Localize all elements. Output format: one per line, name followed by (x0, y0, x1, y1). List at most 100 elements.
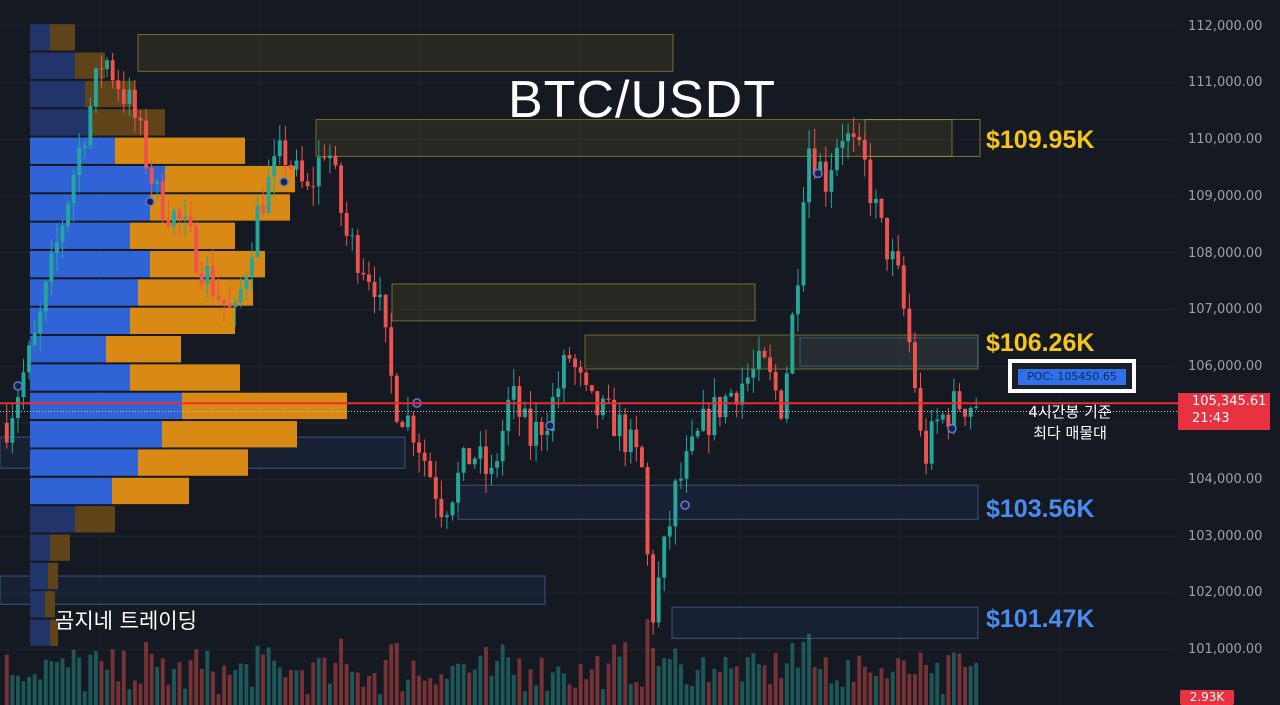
volume-bar (561, 673, 566, 705)
volume-bar (589, 669, 594, 705)
candle-body (612, 399, 617, 437)
candle-body (729, 392, 734, 397)
volume-bar (506, 657, 511, 705)
volume-bar (417, 675, 422, 705)
volume-bar (667, 659, 672, 705)
candle-body (294, 160, 299, 170)
candle-body (472, 458, 477, 465)
volume-bar (4, 654, 9, 705)
volume-bar (160, 658, 165, 705)
candle-body (573, 358, 578, 368)
candle-body (339, 165, 344, 213)
candle-body (417, 442, 422, 453)
volume-bar (751, 653, 756, 705)
candle-body (768, 357, 773, 372)
candle-body (183, 216, 188, 219)
volume-bar (378, 694, 383, 705)
volume-bar (43, 659, 48, 705)
candle-body (578, 367, 583, 373)
supply-demand-zones (0, 34, 981, 639)
annotation-note: 4시간봉 기준 최다 매물대 (1012, 402, 1128, 444)
volume-bar (879, 668, 884, 705)
volume-bar (489, 675, 494, 705)
candle-body (244, 276, 249, 290)
volume-bar (862, 666, 867, 705)
volume-bar (690, 685, 695, 705)
volume-bar (188, 660, 193, 705)
volume-bar (355, 672, 360, 705)
candle-body (93, 68, 98, 107)
profile-bull-bar (30, 591, 45, 618)
poc-highlight-box: POC: 105450.65 (1008, 359, 1136, 393)
volume-bar (517, 658, 522, 705)
profile-bull-bar (30, 222, 130, 249)
volume-bar (885, 678, 890, 705)
candle-body (266, 177, 271, 214)
candle-body (450, 502, 455, 516)
candle-body (706, 408, 711, 435)
candle-body (15, 397, 20, 419)
volume-bar (249, 686, 254, 705)
candle-body (210, 265, 215, 296)
zone-box (457, 484, 979, 520)
candle-body (701, 408, 706, 431)
candle-body (857, 136, 862, 141)
candle-body (99, 68, 104, 70)
volume-bar (261, 654, 266, 705)
current-price: 105,345.61 (1192, 394, 1267, 409)
candle-body (405, 415, 410, 428)
volume-bar (634, 682, 639, 705)
candle-body (255, 205, 260, 258)
candle-body (561, 355, 566, 389)
candle-body (144, 120, 149, 168)
volume-bar (840, 686, 845, 705)
volume-bar (612, 644, 617, 705)
volume-bar (846, 660, 851, 705)
volume-bar (428, 678, 433, 705)
volume-bar (266, 647, 271, 705)
volume-bar (199, 668, 204, 705)
zone-box (0, 575, 546, 605)
volume-bar (857, 655, 862, 705)
volume-bar (935, 662, 940, 705)
candle-body (790, 314, 795, 374)
candle-body (105, 60, 110, 70)
candle-body (779, 390, 784, 419)
zone-box (137, 34, 674, 72)
current-price-tag: 105,345.61 21:43 (1178, 393, 1270, 430)
volume-bar (550, 672, 555, 705)
volume-bar (812, 667, 817, 705)
candle-body (634, 429, 639, 448)
volume-bar (522, 691, 527, 705)
candle-body (974, 406, 979, 408)
candle-body (10, 418, 15, 443)
volume-bar (149, 653, 154, 705)
candle-body (372, 281, 377, 297)
candle-body (378, 294, 383, 297)
volume-bar (467, 672, 472, 705)
candle-body (957, 391, 962, 410)
level-label-101-47k: $101.47K (986, 605, 1095, 633)
volume-bar (339, 638, 344, 705)
profile-bull-bar (30, 24, 50, 51)
volume-bar (478, 655, 483, 705)
volume-bar (316, 658, 321, 705)
profile-bear-bar (112, 477, 189, 505)
candle-body (929, 421, 934, 464)
candle-body (807, 148, 812, 203)
y-tick-label: 109,000.00 (1188, 189, 1263, 204)
volume-bar (255, 645, 260, 705)
candle-body (584, 372, 589, 386)
volume-bar (829, 683, 834, 705)
profile-bull-bar (30, 109, 90, 136)
volume-bar (233, 670, 238, 705)
volume-bar (54, 662, 59, 705)
candle-body (483, 446, 488, 474)
profile-bull-bar (30, 80, 85, 108)
candle-body (4, 422, 9, 443)
profile-bear-bar (138, 449, 248, 476)
volume-bar (110, 649, 115, 705)
volume-bar (422, 680, 427, 705)
